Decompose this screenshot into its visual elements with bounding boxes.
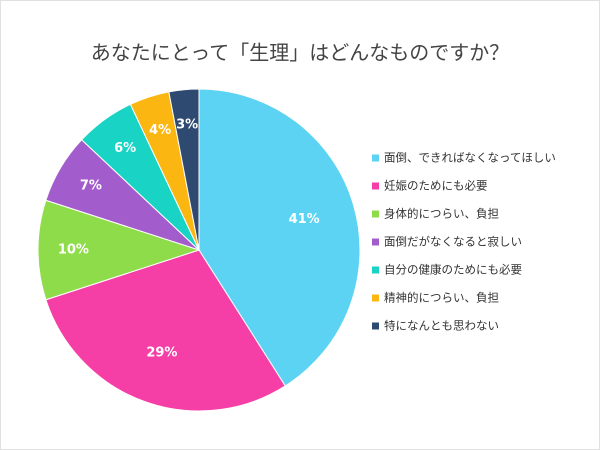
data-label: 41%	[289, 212, 320, 227]
legend-label: 身体的につらい、負担	[384, 207, 499, 221]
legend-swatch	[372, 182, 379, 190]
data-label: 4%	[149, 123, 171, 138]
data-label: 10%	[58, 243, 89, 258]
legend-swatch	[372, 294, 379, 302]
pie-slice	[168, 88, 200, 251]
data-label: 29%	[146, 346, 177, 361]
pie-slice	[45, 249, 286, 412]
pie-slice	[37, 199, 201, 301]
data-label: 6%	[114, 141, 136, 156]
legend-label: 精神的につらい、負担	[384, 291, 499, 305]
legend-label: 自分の健康のためにも必要	[384, 263, 522, 277]
data-label: 7%	[80, 179, 102, 194]
legend-label: 妊娠のためにも必要	[384, 179, 488, 193]
chart-title: あなたにとって「生理」はどんなものですか？	[91, 41, 509, 65]
legend-swatch	[372, 154, 379, 162]
legend-label: 面倒だがなくなると寂しい	[384, 235, 522, 249]
legend-swatch	[372, 210, 379, 218]
legend-label: 特になんとも思わない	[384, 319, 499, 333]
legend-swatch	[372, 322, 379, 330]
legend-label: 面倒、できればなくなってほしい	[384, 151, 556, 165]
legend-swatch	[372, 266, 379, 274]
pie-slice	[198, 88, 361, 387]
data-label: 3%	[176, 117, 198, 132]
legend-swatch	[372, 238, 379, 246]
